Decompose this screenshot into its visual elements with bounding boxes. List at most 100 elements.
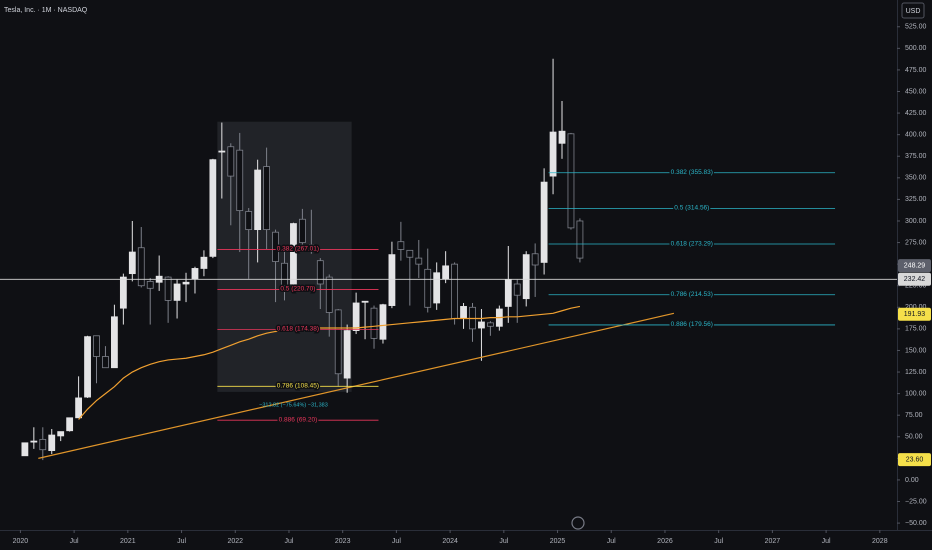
- y-tick-label: 450.00: [905, 88, 927, 95]
- candle-body: [263, 166, 270, 231]
- candle-body: [21, 442, 29, 457]
- y-tick-label: 225.00: [905, 283, 927, 290]
- y-tick-label: 125.00: [905, 369, 927, 376]
- x-tick-label: 2027: [765, 538, 781, 545]
- candle-body: [442, 265, 450, 280]
- candle-body: [245, 211, 253, 231]
- candle-body: [513, 283, 521, 296]
- candle-body: [57, 431, 65, 437]
- x-tick-label: 2026: [657, 538, 673, 545]
- trendline: [38, 312, 675, 459]
- y-tick-label: 475.00: [905, 67, 927, 74]
- x-tick-label: Jul: [822, 538, 831, 545]
- fib-label: 0.786 (214.53): [671, 291, 713, 298]
- y-tick-label: 0.00: [905, 477, 919, 484]
- candle-body: [415, 257, 423, 265]
- y-tick-label: −25.00: [905, 498, 927, 505]
- candle-body: [290, 223, 297, 285]
- moving-average: [78, 305, 581, 420]
- candle-body: [281, 262, 288, 287]
- x-tick-label: 2022: [227, 538, 243, 545]
- price-tag-label: 248.29: [904, 262, 926, 269]
- x-tick-label: Jul: [714, 538, 723, 545]
- candle-body: [236, 149, 244, 212]
- candle-body: [531, 253, 539, 266]
- candle-body: [227, 146, 235, 177]
- x-tick-label: 2028: [872, 538, 888, 545]
- y-tick-label: 75.00: [905, 412, 923, 419]
- fib-label: 0.5 (314.56): [674, 205, 709, 212]
- candle-body: [48, 434, 56, 451]
- y-tick-label: −50.00: [905, 520, 927, 527]
- candle-body: [504, 279, 512, 307]
- price-tag: [898, 453, 931, 467]
- fib-label: 0.618 (273.29): [671, 240, 713, 247]
- candle-body: [218, 150, 226, 153]
- candle-body: [325, 276, 333, 313]
- fib-label: 0.382 (267.01): [277, 246, 319, 253]
- candle-body: [30, 440, 38, 443]
- candle-body: [522, 254, 530, 300]
- y-tick-label: 500.00: [905, 45, 927, 52]
- fib-label: 0.382 (355.83): [671, 169, 713, 176]
- candle-body: [128, 251, 136, 275]
- candle-body: [540, 181, 548, 263]
- currency-box[interactable]: [901, 2, 925, 19]
- fib-label: 0.886 (179.56): [671, 321, 713, 328]
- candle-body: [343, 330, 351, 379]
- price-tag: [898, 307, 931, 321]
- y-tick-label: 375.00: [905, 153, 927, 160]
- candle-body: [451, 263, 458, 319]
- fib-label: 0.5 (220.70): [280, 286, 315, 293]
- measure-label: −312.82 (−75.64%) −31,383: [259, 402, 328, 408]
- candle-body: [182, 281, 190, 285]
- candle-body: [576, 220, 584, 259]
- candle-body: [549, 131, 557, 177]
- y-tick-label: 100.00: [905, 390, 927, 397]
- candle-body: [209, 159, 217, 257]
- price-tag-label: 23.60: [906, 456, 924, 463]
- candle-body: [272, 231, 279, 262]
- y-tick-label: 50.00: [905, 434, 923, 441]
- candle-body: [388, 254, 396, 306]
- candle-body: [102, 356, 109, 369]
- y-tick-label: 350.00: [905, 175, 927, 182]
- candle-body: [39, 438, 47, 451]
- candle-body: [66, 417, 74, 432]
- plot: 0.382 (267.01) 0.5 (220.70) 0.618 (174.38)…: [0, 58, 897, 461]
- candle-body: [173, 283, 181, 301]
- x-tick-label: 2021: [120, 538, 136, 545]
- candle-body: [75, 397, 82, 419]
- y-tick-label: 150.00: [905, 347, 927, 354]
- candle-body: [146, 281, 154, 289]
- x-tick-label: Jul: [70, 538, 79, 545]
- y-tick-label: 175.00: [905, 326, 927, 333]
- price-tag: [898, 259, 931, 273]
- candle-body: [164, 276, 172, 301]
- candle-body: [433, 272, 441, 304]
- candle-body: [254, 169, 262, 231]
- x-tick-label: Jul: [392, 538, 401, 545]
- candle-body: [486, 322, 494, 327]
- y-tick-label: 200.00: [905, 304, 927, 311]
- fib-label: 0.886 (69.20): [279, 416, 318, 423]
- y-tick-label: 275.00: [905, 239, 927, 246]
- candle-body: [84, 336, 91, 398]
- candle-body: [111, 316, 118, 369]
- fib-label: 0.618 (174.38): [277, 326, 319, 333]
- candle-body: [406, 249, 414, 258]
- candle-body: [119, 276, 127, 309]
- candle-body: [200, 256, 208, 269]
- currency: USD: [906, 8, 921, 15]
- candle-body: [137, 247, 145, 287]
- y-tick-label: 525.00: [905, 24, 927, 31]
- y-tick-label: 425.00: [905, 110, 927, 117]
- candle-body: [316, 260, 324, 285]
- candle-body: [567, 133, 575, 229]
- price-tag-label: 232.42: [904, 276, 926, 283]
- candle-body: [424, 268, 432, 308]
- x-tick-label: 2024: [442, 538, 458, 545]
- y-tick-label: 400.00: [905, 132, 927, 139]
- candle-body: [352, 302, 360, 332]
